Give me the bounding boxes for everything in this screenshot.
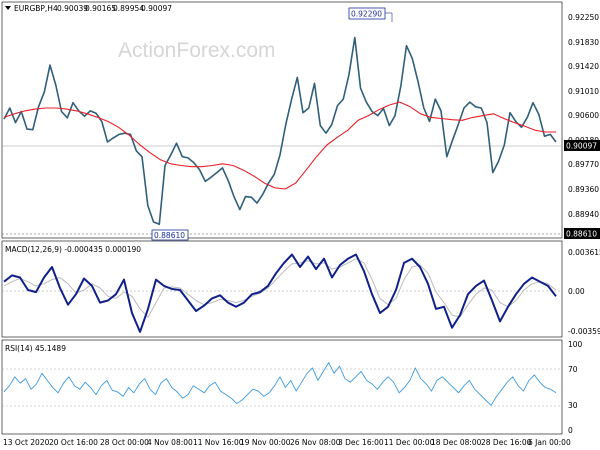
price-panel (1, 1, 563, 239)
rsi-axis: 100 70 30 0 (568, 340, 583, 435)
rsi-panel (1, 339, 563, 435)
time-label: 11 Dec 00:00 (384, 438, 435, 447)
time-label: 20 Oct 16:00 (49, 438, 98, 447)
time-axis: 13 Oct 2020 20 Oct 16:00 28 Oct 00:00 4 … (3, 438, 571, 447)
macd-title: MACD(12,26,9) -0.000435 0.000190 (5, 245, 141, 254)
price-tick: 0.90600 (568, 111, 599, 120)
current-price-label: 0.90097 (566, 142, 597, 151)
low-annotation: 0.88610 (151, 229, 189, 241)
price-tick: 0.92250 (568, 13, 599, 22)
rsi-tick: 0 (568, 426, 573, 435)
rsi-tick: 70 (568, 365, 578, 374)
price-panel-header: EURGBP,H4 0.90039 0.90165 0.89954 0.9009… (5, 4, 172, 13)
rsi-title: RSI(14) 45.1489 (5, 344, 66, 353)
time-label: 6 Jan 00:00 (528, 438, 571, 447)
macd-signal-series (3, 258, 557, 318)
macd-signal-line (3, 258, 557, 318)
time-label: 28 Oct 00:00 (100, 438, 149, 447)
time-label: 3 Dec 16:00 (338, 438, 384, 447)
macd-tick: -0.003592 (568, 327, 600, 336)
price-tick: 0.89770 (568, 160, 599, 169)
macd-tick: 0.00 (568, 287, 585, 296)
rsi-series (3, 362, 557, 406)
time-label: 18 Dec 08:00 (431, 438, 482, 447)
moving-average-series (3, 101, 557, 190)
watermark: ActionForex.com (118, 39, 276, 62)
rsi-tick: 100 (568, 340, 583, 349)
macd-series (3, 253, 557, 333)
macd-tick: 0.003615 (568, 248, 600, 257)
low-level-label: 0.88610 (566, 230, 597, 239)
panel-arrow-icon (5, 6, 11, 10)
price-tick: 0.89360 (568, 185, 599, 194)
time-label: 26 Nov 08:00 (290, 438, 341, 447)
macd-panel (1, 240, 563, 338)
low-level-line: 0.88610 (2, 228, 600, 239)
macd-axis: 0.003615 0.00 -0.003592 (568, 248, 600, 336)
ohlc-close: 0.90097 (141, 4, 172, 13)
price-tick: 0.88940 (568, 210, 599, 219)
ohlc-low: 0.89954 (113, 4, 144, 13)
time-label: 28 Dec 16:00 (481, 438, 532, 447)
price-tick: 0.91830 (568, 38, 599, 47)
time-label: 11 Nov 16:00 (193, 438, 244, 447)
price-tick: 0.91010 (568, 87, 599, 96)
macd-line (3, 253, 557, 333)
price-axis: 0.92250 0.91830 0.91420 0.91010 0.90600 … (568, 13, 599, 219)
rsi-tick: 30 (568, 401, 578, 410)
high-annotation: 0.92290 (348, 7, 393, 22)
ma-line (3, 101, 556, 190)
symbol-title: EURGBP,H4 (14, 4, 58, 13)
time-label: 19 Nov 00:00 (240, 438, 291, 447)
time-label: 4 Nov 08:00 (147, 438, 193, 447)
ohlc-open: 0.90039 (57, 4, 88, 13)
price-series (3, 36, 557, 226)
time-label: 13 Oct 2020 (3, 438, 50, 447)
ohlc-high: 0.90165 (85, 4, 116, 13)
price-tick: 0.91420 (568, 62, 599, 71)
low-annotation-label: 0.88610 (154, 231, 185, 240)
high-annotation-label: 0.92290 (351, 10, 382, 19)
